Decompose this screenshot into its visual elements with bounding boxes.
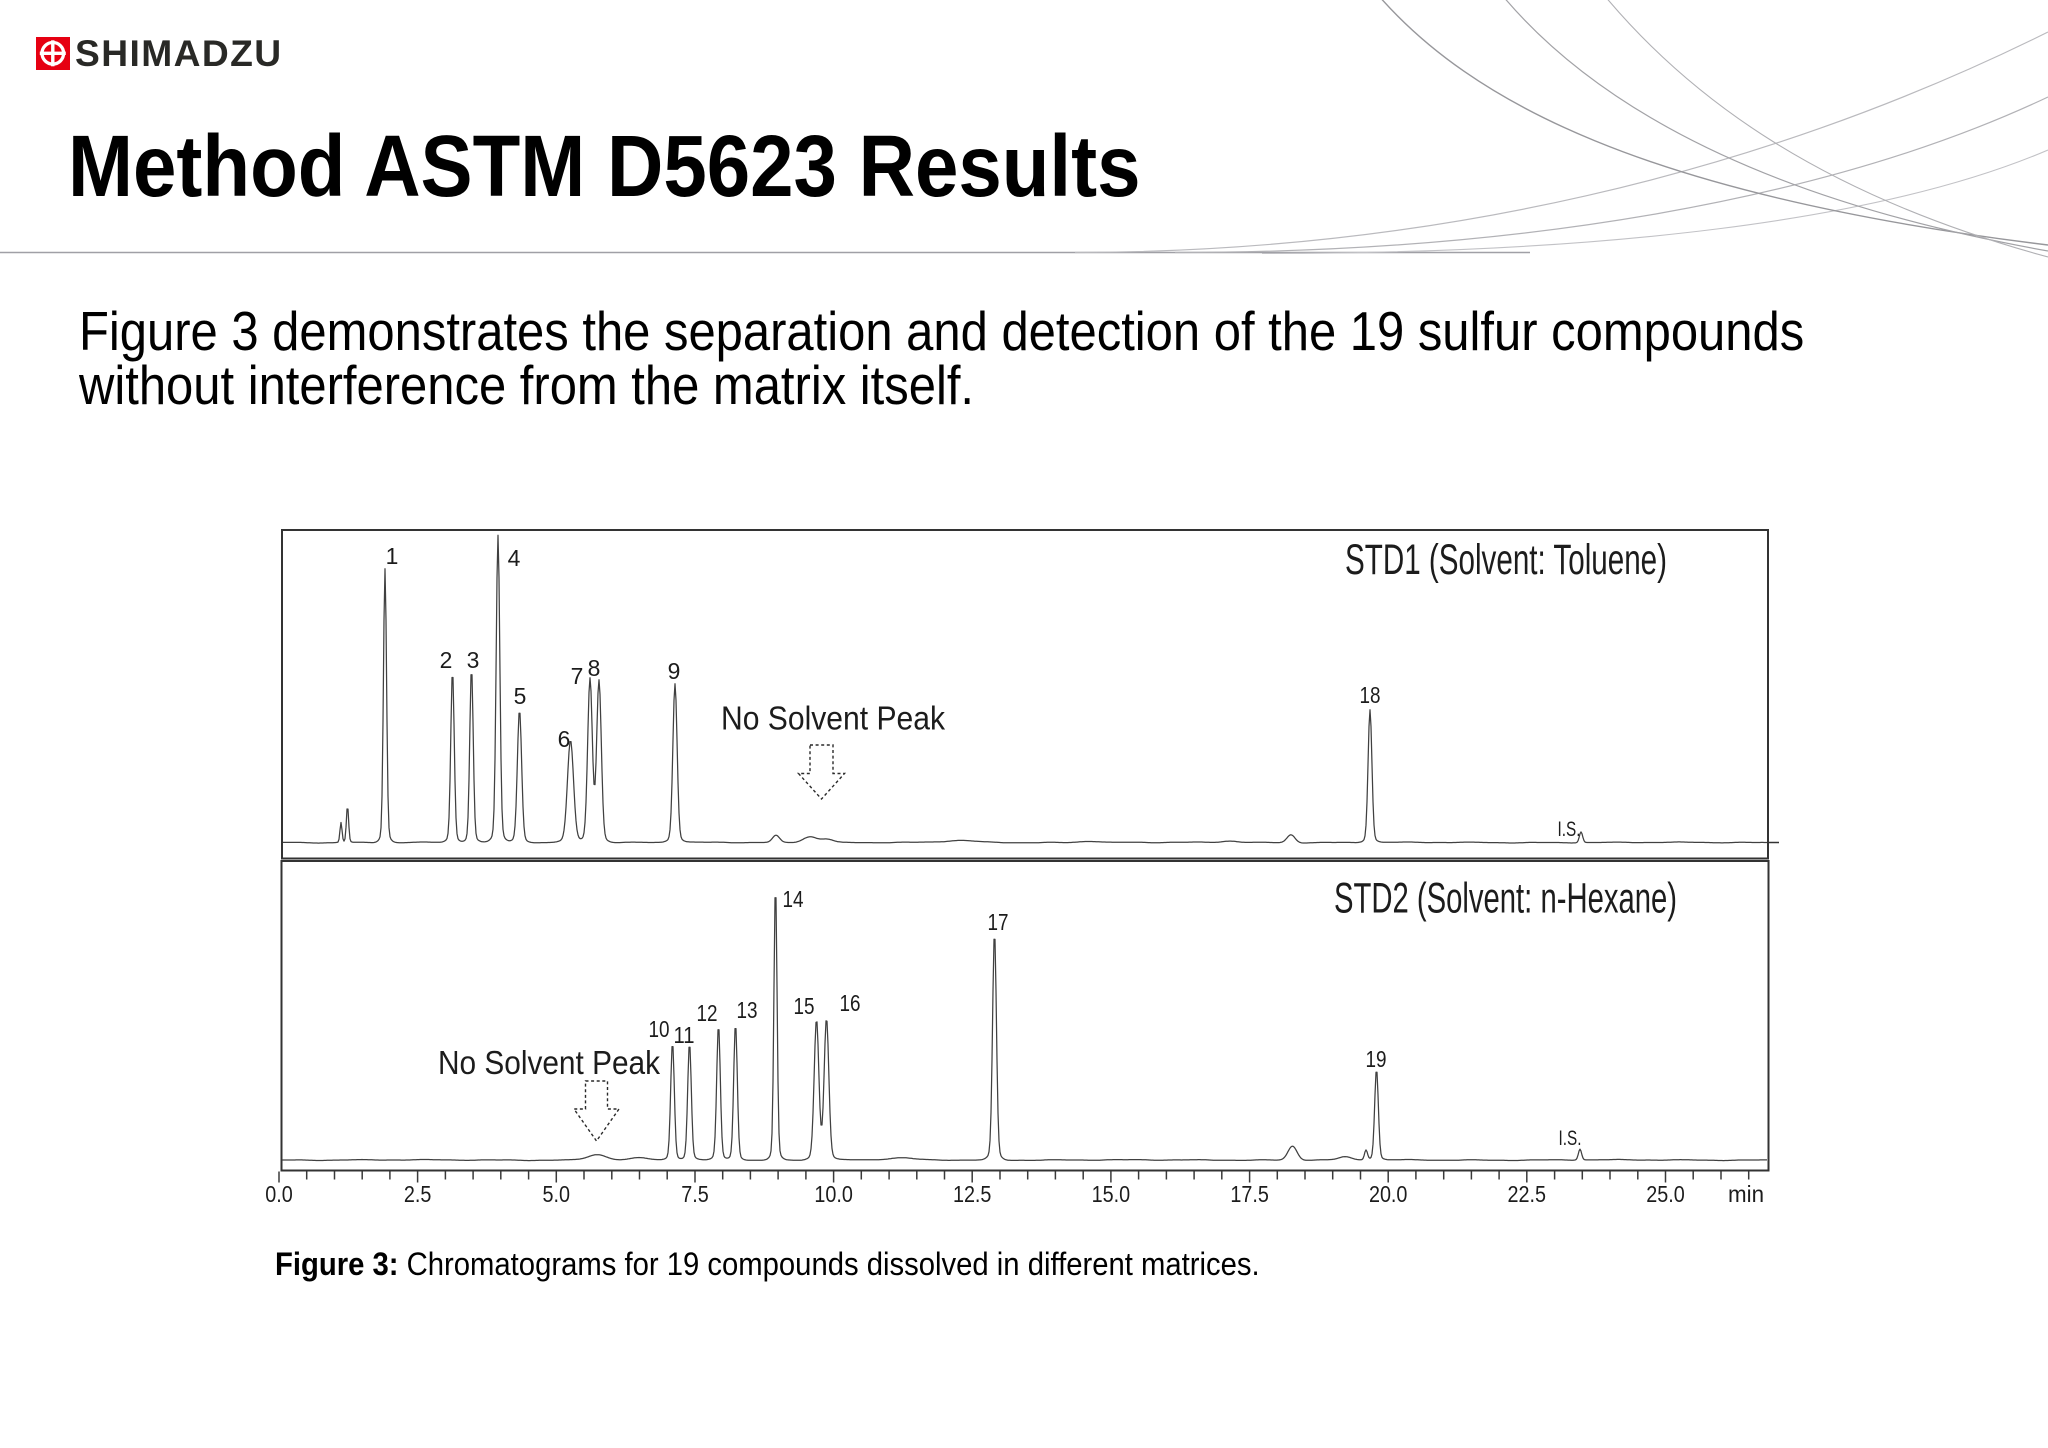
svg-text:13: 13 bbox=[737, 997, 758, 1023]
svg-text:9: 9 bbox=[668, 658, 681, 684]
svg-text:7.5: 7.5 bbox=[681, 1181, 709, 1207]
svg-text:4: 4 bbox=[508, 545, 521, 571]
svg-text:15.0: 15.0 bbox=[1092, 1181, 1131, 1207]
svg-text:STD2 (Solvent: n-Hexane): STD2 (Solvent: n-Hexane) bbox=[1334, 875, 1677, 923]
svg-text:20.0: 20.0 bbox=[1369, 1181, 1408, 1207]
svg-text:10.0: 10.0 bbox=[814, 1181, 853, 1207]
svg-text:8: 8 bbox=[588, 655, 601, 681]
svg-text:19: 19 bbox=[1366, 1046, 1387, 1072]
svg-text:12.5: 12.5 bbox=[953, 1181, 992, 1207]
svg-text:16: 16 bbox=[840, 990, 861, 1016]
svg-text:7: 7 bbox=[571, 663, 584, 689]
svg-text:1: 1 bbox=[386, 543, 399, 569]
svg-text:3: 3 bbox=[467, 647, 480, 673]
svg-text:12: 12 bbox=[697, 1000, 718, 1026]
svg-text:5.0: 5.0 bbox=[543, 1181, 571, 1207]
svg-text:min: min bbox=[1728, 1181, 1764, 1207]
svg-text:10: 10 bbox=[649, 1016, 670, 1042]
svg-text:15: 15 bbox=[794, 993, 815, 1019]
svg-text:STD1 (Solvent: Toluene): STD1 (Solvent: Toluene) bbox=[1345, 536, 1667, 584]
svg-text:14: 14 bbox=[783, 886, 804, 912]
svg-text:11: 11 bbox=[674, 1022, 695, 1048]
svg-text:18: 18 bbox=[1360, 682, 1381, 708]
svg-text:I.S.: I.S. bbox=[1559, 1127, 1582, 1150]
svg-text:17.5: 17.5 bbox=[1230, 1181, 1269, 1207]
svg-text:5: 5 bbox=[514, 683, 527, 709]
svg-text:17: 17 bbox=[988, 909, 1009, 935]
svg-text:0.0: 0.0 bbox=[265, 1181, 293, 1207]
svg-text:No Solvent Peak: No Solvent Peak bbox=[721, 700, 946, 737]
svg-text:I.S.: I.S. bbox=[1558, 818, 1581, 841]
svg-text:22.5: 22.5 bbox=[1508, 1181, 1547, 1207]
svg-text:2.5: 2.5 bbox=[404, 1181, 432, 1207]
svg-text:6: 6 bbox=[558, 726, 571, 752]
svg-text:2: 2 bbox=[440, 647, 453, 673]
svg-text:No Solvent Peak: No Solvent Peak bbox=[438, 1044, 660, 1081]
svg-text:25.0: 25.0 bbox=[1646, 1181, 1685, 1207]
